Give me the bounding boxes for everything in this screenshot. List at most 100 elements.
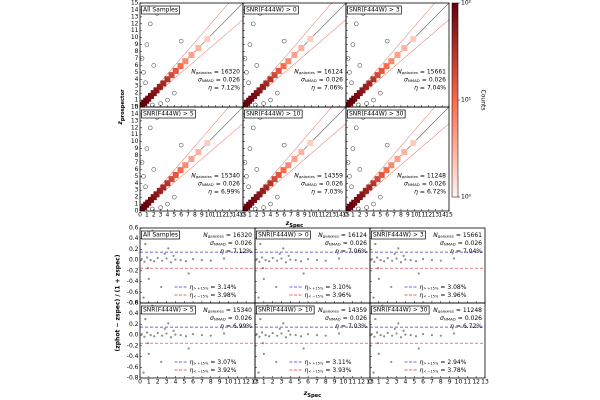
hexbin bbox=[195, 45, 202, 52]
hexbin bbox=[168, 176, 175, 183]
subscript: < −15% bbox=[423, 369, 439, 373]
y-tick-label: 15 bbox=[131, 0, 139, 7]
value: 3.92% bbox=[217, 367, 236, 374]
outlier-point bbox=[165, 201, 170, 207]
y-tick-label: -0.2 bbox=[127, 267, 139, 274]
panel-title-box bbox=[371, 305, 430, 315]
equals: = bbox=[325, 367, 330, 374]
panel: -0.8 -0.6 -0.4 -0.2 0.0 0.2 0.4 0.6 bbox=[127, 225, 256, 307]
subscript: > +15% bbox=[423, 361, 439, 365]
panel-title: SNR(F444W) > 0 bbox=[246, 7, 297, 14]
point bbox=[144, 242, 147, 246]
y-tick-label: 13 bbox=[131, 117, 139, 124]
symbol: η bbox=[420, 284, 424, 291]
equals: = bbox=[456, 232, 461, 239]
point bbox=[278, 327, 281, 330]
point bbox=[452, 332, 456, 335]
x-tick-label: 3 bbox=[262, 212, 266, 219]
equals: = bbox=[420, 172, 425, 179]
equals: = bbox=[341, 232, 346, 239]
equals: = bbox=[214, 68, 219, 75]
hexbin bbox=[267, 76, 274, 83]
hexbin bbox=[366, 184, 373, 191]
legend-label: η> +15% = 3.08% bbox=[420, 284, 467, 291]
outlier-point bbox=[275, 194, 280, 200]
subscript: galaxies bbox=[323, 234, 339, 239]
x-tick-label: 2 bbox=[152, 212, 156, 219]
stat-sigma: σNMAD = 0.026 bbox=[325, 240, 367, 247]
point bbox=[258, 335, 261, 338]
point bbox=[187, 272, 190, 275]
value: 15661 bbox=[427, 68, 446, 75]
x-tick-label: 0 bbox=[241, 212, 245, 219]
outlier-point bbox=[349, 184, 354, 189]
y-tick-label: 4 bbox=[135, 180, 139, 187]
x-tick-label: 10 bbox=[411, 212, 419, 219]
subscript: > +15% bbox=[308, 361, 324, 365]
point bbox=[375, 256, 379, 259]
y-tick-label: 2 bbox=[135, 90, 139, 97]
symbol: η bbox=[311, 84, 315, 91]
point bbox=[257, 296, 260, 299]
equals: = bbox=[456, 323, 461, 330]
stat-n: Ngalaxies = 16124 bbox=[294, 68, 343, 75]
x-tick-label: 4 bbox=[173, 379, 177, 386]
equals: = bbox=[325, 359, 330, 366]
x-tick-label: 11 bbox=[418, 212, 426, 219]
x-tick-label: 13 bbox=[481, 379, 489, 386]
panel-title-box bbox=[256, 305, 315, 315]
point bbox=[179, 334, 182, 337]
point bbox=[275, 360, 278, 364]
subscript: > +15% bbox=[308, 286, 324, 290]
point bbox=[167, 322, 170, 325]
stat-n: Ngalaxies = 15340 bbox=[191, 172, 240, 179]
point bbox=[383, 260, 386, 263]
y-tick-label: 0.6 bbox=[129, 300, 139, 307]
point bbox=[393, 327, 396, 330]
symbol: η bbox=[420, 292, 424, 299]
point bbox=[222, 332, 226, 335]
symbol: η bbox=[208, 188, 212, 195]
equals: = bbox=[325, 292, 330, 299]
outlier-point bbox=[148, 21, 153, 27]
point bbox=[276, 334, 279, 337]
x-tick-label: 9 bbox=[303, 212, 307, 219]
panel: 0 1 2 3 4 5 6 7 8 9 10 11 12 13 14 15012345678910111213… bbox=[131, 104, 247, 219]
x-tick-label: 9 bbox=[448, 379, 452, 386]
value: 7.06% bbox=[324, 84, 343, 91]
point bbox=[200, 259, 204, 262]
symbol: η bbox=[208, 84, 212, 91]
equals: = bbox=[210, 292, 215, 299]
value: 16320 bbox=[221, 68, 240, 75]
equals: = bbox=[214, 84, 219, 91]
hexbin bbox=[383, 167, 390, 174]
subscript: prospector bbox=[120, 89, 126, 121]
hexbin bbox=[195, 149, 202, 156]
x-tick-label: 6 bbox=[385, 212, 389, 219]
point bbox=[379, 334, 382, 337]
x-tick-label: 6 bbox=[191, 379, 195, 386]
value: 0.026 bbox=[465, 315, 482, 322]
point bbox=[209, 259, 212, 262]
x-tick-label: 13 bbox=[431, 212, 439, 219]
value: 7.04% bbox=[463, 248, 482, 255]
equals: = bbox=[319, 180, 324, 187]
hexbin bbox=[410, 36, 417, 43]
point bbox=[421, 257, 425, 261]
x-tick-label: 5 bbox=[412, 379, 416, 386]
point bbox=[399, 261, 403, 264]
panel bbox=[345, 2, 450, 108]
symbol: N bbox=[397, 68, 402, 75]
panel-title: SNR(F444W) > 5 bbox=[143, 307, 194, 314]
point bbox=[315, 259, 319, 262]
hexbin bbox=[280, 167, 287, 174]
point bbox=[271, 331, 274, 335]
y-tick-label: 0.4 bbox=[129, 310, 139, 317]
hexbin bbox=[359, 87, 366, 94]
x-tick-label: 1 bbox=[262, 379, 266, 386]
subscript: NMAD bbox=[305, 78, 317, 83]
x-tick-label: 7 bbox=[430, 379, 434, 386]
value: 3.98% bbox=[217, 292, 236, 299]
x-tick-label: 12 bbox=[425, 212, 433, 219]
outlier-point bbox=[354, 21, 359, 27]
